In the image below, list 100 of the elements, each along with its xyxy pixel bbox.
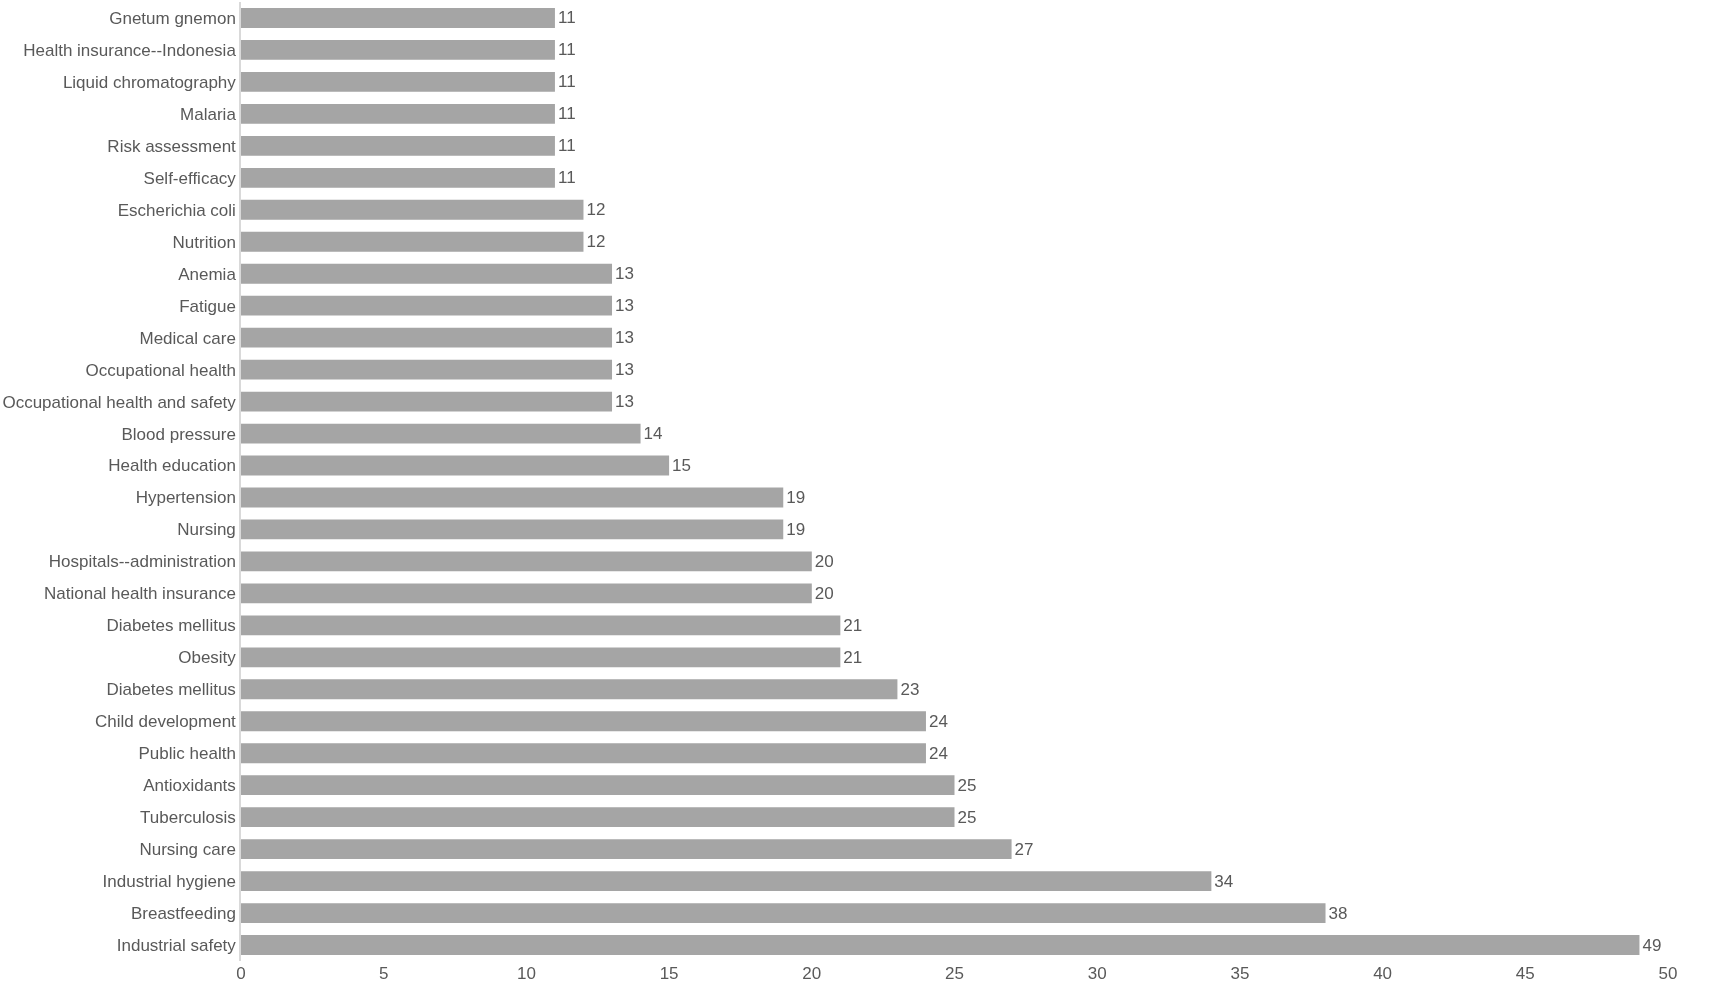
bar	[241, 295, 613, 316]
y-tick-label: Risk assessment	[107, 136, 237, 156]
y-tick-label: Occupational health and safety	[2, 392, 237, 412]
bar	[241, 807, 955, 828]
y-tick-label: Occupational health	[85, 360, 236, 380]
y-tick-label: Fatigue	[179, 296, 236, 316]
data-label: 24	[928, 711, 948, 731]
data-label: 14	[643, 424, 663, 444]
y-tick-label: National health insurance	[43, 584, 236, 604]
bar	[241, 8, 555, 28]
data-label: 19	[786, 487, 806, 507]
data-label: 11	[557, 136, 576, 156]
bar	[241, 551, 812, 572]
y-tick-label: Nursing care	[139, 840, 236, 860]
data-label: 12	[586, 232, 606, 252]
y-tick-label: Industrial hygiene	[102, 872, 236, 892]
x-tick-label: 40	[1373, 964, 1393, 983]
data-label: 13	[615, 328, 634, 348]
data-label: 25	[957, 775, 977, 795]
y-tick-label: Diabetes mellitus	[106, 680, 236, 700]
bar	[241, 391, 613, 412]
y-tick-label: Malaria	[180, 104, 237, 124]
x-tick-label: 50	[1658, 964, 1678, 983]
x-tick-label: 15	[659, 964, 679, 983]
y-tick-label: Anemia	[178, 264, 237, 284]
bar	[241, 327, 613, 348]
y-tick-label: Medical care	[139, 328, 236, 348]
bar	[241, 359, 613, 380]
x-tick-label: 5	[378, 964, 389, 983]
bar	[241, 935, 1640, 955]
bar	[241, 615, 841, 636]
y-tick-label: Breastfeeding	[130, 904, 236, 923]
data-label: 38	[1328, 903, 1348, 923]
y-tick-label: Gnetum gnemon	[109, 8, 236, 28]
bar	[241, 135, 555, 156]
bar	[241, 519, 784, 540]
y-tick-label: Hypertension	[135, 488, 236, 508]
bar	[241, 423, 641, 444]
data-label: 13	[615, 360, 634, 380]
data-label: 11	[557, 40, 576, 60]
data-label: 49	[1642, 935, 1662, 955]
bar	[241, 871, 1212, 891]
bar	[241, 231, 584, 252]
bar	[241, 455, 670, 476]
y-tick-label: Public health	[138, 744, 236, 764]
y-tick-label: Industrial safety	[116, 935, 237, 955]
data-label: 34	[1214, 871, 1234, 891]
bar	[241, 839, 1012, 860]
y-tick-label: Health education	[108, 456, 236, 476]
bar	[241, 167, 555, 188]
bar	[241, 775, 955, 796]
y-tick-label: Self-efficacy	[143, 168, 237, 188]
data-label: 20	[814, 583, 834, 603]
data-label: 21	[843, 647, 863, 667]
bar	[241, 743, 926, 764]
data-label: 19	[786, 519, 806, 539]
data-label: 13	[615, 296, 634, 316]
x-tick-label: 0	[236, 964, 246, 983]
y-tick-label: Health insurance--Indonesia	[23, 40, 237, 60]
data-label: 11	[557, 72, 576, 92]
data-label: 13	[615, 392, 634, 412]
bar	[241, 103, 555, 124]
bar	[241, 199, 584, 220]
bar	[241, 679, 898, 700]
bar	[241, 263, 613, 284]
y-tick-label: Liquid chromatography	[62, 72, 237, 92]
data-label: 24	[928, 743, 948, 763]
data-label: 23	[900, 679, 920, 699]
data-label: 21	[843, 615, 863, 635]
y-tick-label: Hospitals--administration	[48, 552, 236, 572]
data-label: 25	[957, 807, 977, 827]
data-label: 11	[557, 168, 576, 188]
x-tick-label: 30	[1087, 964, 1107, 983]
y-tick-label: Escherichia coli	[117, 200, 236, 220]
data-label: 27	[1014, 839, 1034, 859]
y-tick-label: Obesity	[178, 648, 237, 668]
data-label: 15	[672, 456, 692, 476]
y-tick-label: Diabetes mellitus	[106, 616, 236, 636]
bar	[241, 40, 555, 60]
bar	[241, 903, 1326, 923]
x-tick-label: 20	[802, 964, 822, 983]
y-tick-label: Blood pressure	[121, 424, 236, 444]
bar	[241, 647, 841, 668]
bar	[241, 72, 555, 92]
bar	[241, 583, 812, 604]
y-tick-label: Antioxidants	[143, 776, 236, 796]
y-tick-label: Tuberculosis	[140, 808, 236, 828]
data-label: 13	[615, 264, 634, 284]
y-tick-label: Child development	[95, 712, 237, 732]
x-tick-label: 35	[1230, 964, 1250, 983]
x-tick-label: 25	[945, 964, 964, 983]
data-label: 12	[586, 200, 606, 220]
bar	[241, 711, 926, 732]
data-label: 20	[814, 551, 834, 571]
y-tick-label: Nursing	[177, 520, 236, 540]
y-tick-label: Nutrition	[172, 232, 236, 252]
data-label: 11	[557, 104, 576, 124]
x-tick-label: 45	[1515, 964, 1535, 983]
x-tick-label: 10	[516, 964, 536, 983]
data-label: 11	[557, 8, 576, 28]
